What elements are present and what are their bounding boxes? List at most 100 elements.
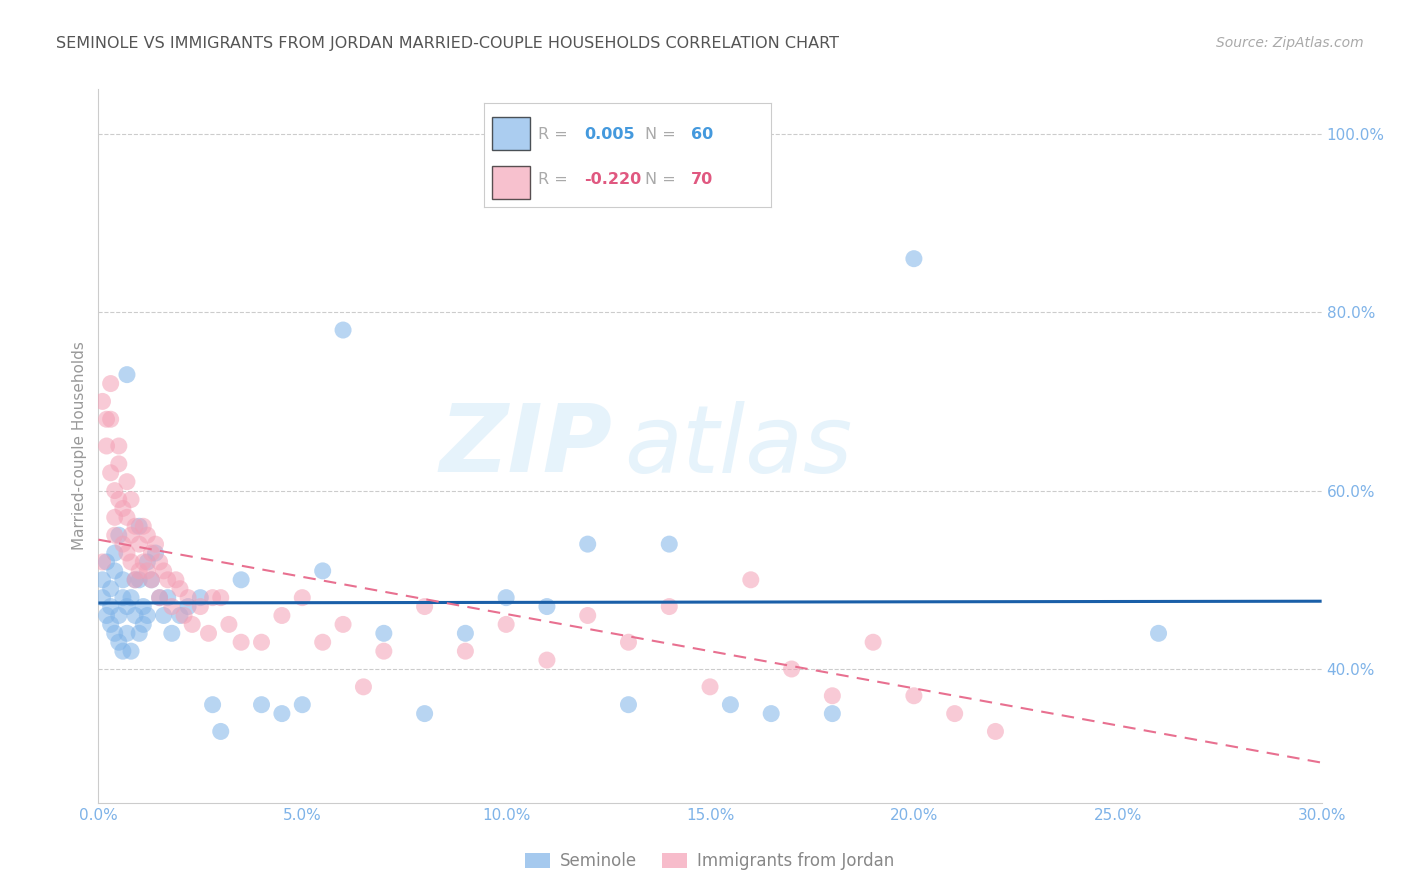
Point [617,698,640,712]
Point [149,555,172,569]
Point [108,492,131,507]
Point [120,644,142,658]
Point [169,608,191,623]
Point [495,617,517,632]
Point [576,608,599,623]
Point [132,519,155,533]
Point [270,608,294,623]
Point [128,519,150,533]
Point [209,591,232,605]
Point [658,599,681,614]
Point [149,591,172,605]
Point [160,599,183,614]
Point [124,608,146,623]
Point [91,591,114,605]
Point [136,555,159,569]
Point [984,724,1007,739]
Point [141,573,163,587]
Point [943,706,966,721]
Point [152,564,174,578]
Point [209,724,232,739]
Point [115,546,138,560]
Point [115,510,138,524]
Point [128,537,150,551]
Point [91,555,114,569]
Point [903,689,925,703]
Point [96,412,118,426]
Point [120,492,142,507]
Point [108,528,131,542]
Point [201,591,224,605]
Point [156,573,179,587]
Point [761,706,783,721]
Point [141,546,163,560]
Point [115,626,138,640]
Point [270,706,294,721]
Point [536,653,558,667]
Text: ZIP: ZIP [439,400,612,492]
Point [413,706,436,721]
Point [111,573,134,587]
Point [104,564,127,578]
Text: Source: ZipAtlas.com: Source: ZipAtlas.com [1216,36,1364,50]
Point [100,376,122,391]
Point [312,564,335,578]
Point [108,635,131,649]
Point [658,537,681,551]
Point [120,555,142,569]
Point [862,635,884,649]
Point [218,617,240,632]
Point [104,510,127,524]
Point [100,412,122,426]
Point [104,626,127,640]
Point [91,573,114,587]
Point [291,698,314,712]
Point [108,608,131,623]
Point [115,368,138,382]
Point [104,528,127,542]
Point [617,635,640,649]
Point [169,582,191,596]
Point [536,599,558,614]
Point [100,582,122,596]
Point [373,626,395,640]
Point [149,591,172,605]
Point [740,573,762,587]
Point [181,617,204,632]
Point [699,680,721,694]
Point [821,706,844,721]
Point [120,591,142,605]
Point [1147,626,1170,640]
Point [165,573,187,587]
Point [91,394,114,409]
Legend: Seminole, Immigrants from Jordan: Seminole, Immigrants from Jordan [519,846,901,877]
Point [124,519,146,533]
Point [495,591,517,605]
Point [145,546,167,560]
Point [132,599,155,614]
Y-axis label: Married-couple Households: Married-couple Households [72,342,87,550]
Point [96,555,118,569]
Point [718,698,742,712]
Point [291,591,314,605]
Point [454,644,477,658]
Point [373,644,395,658]
Point [780,662,803,676]
Point [177,599,200,614]
Text: SEMINOLE VS IMMIGRANTS FROM JORDAN MARRIED-COUPLE HOUSEHOLDS CORRELATION CHART: SEMINOLE VS IMMIGRANTS FROM JORDAN MARRI… [56,36,839,51]
Point [128,626,150,640]
Point [231,573,253,587]
Point [156,591,179,605]
Point [332,323,354,337]
Point [188,591,212,605]
Point [108,457,131,471]
Point [136,528,159,542]
Point [312,635,335,649]
Point [108,439,131,453]
Point [111,537,134,551]
Point [115,599,138,614]
Point [96,439,118,453]
Point [177,591,200,605]
Point [100,599,122,614]
Point [104,546,127,560]
